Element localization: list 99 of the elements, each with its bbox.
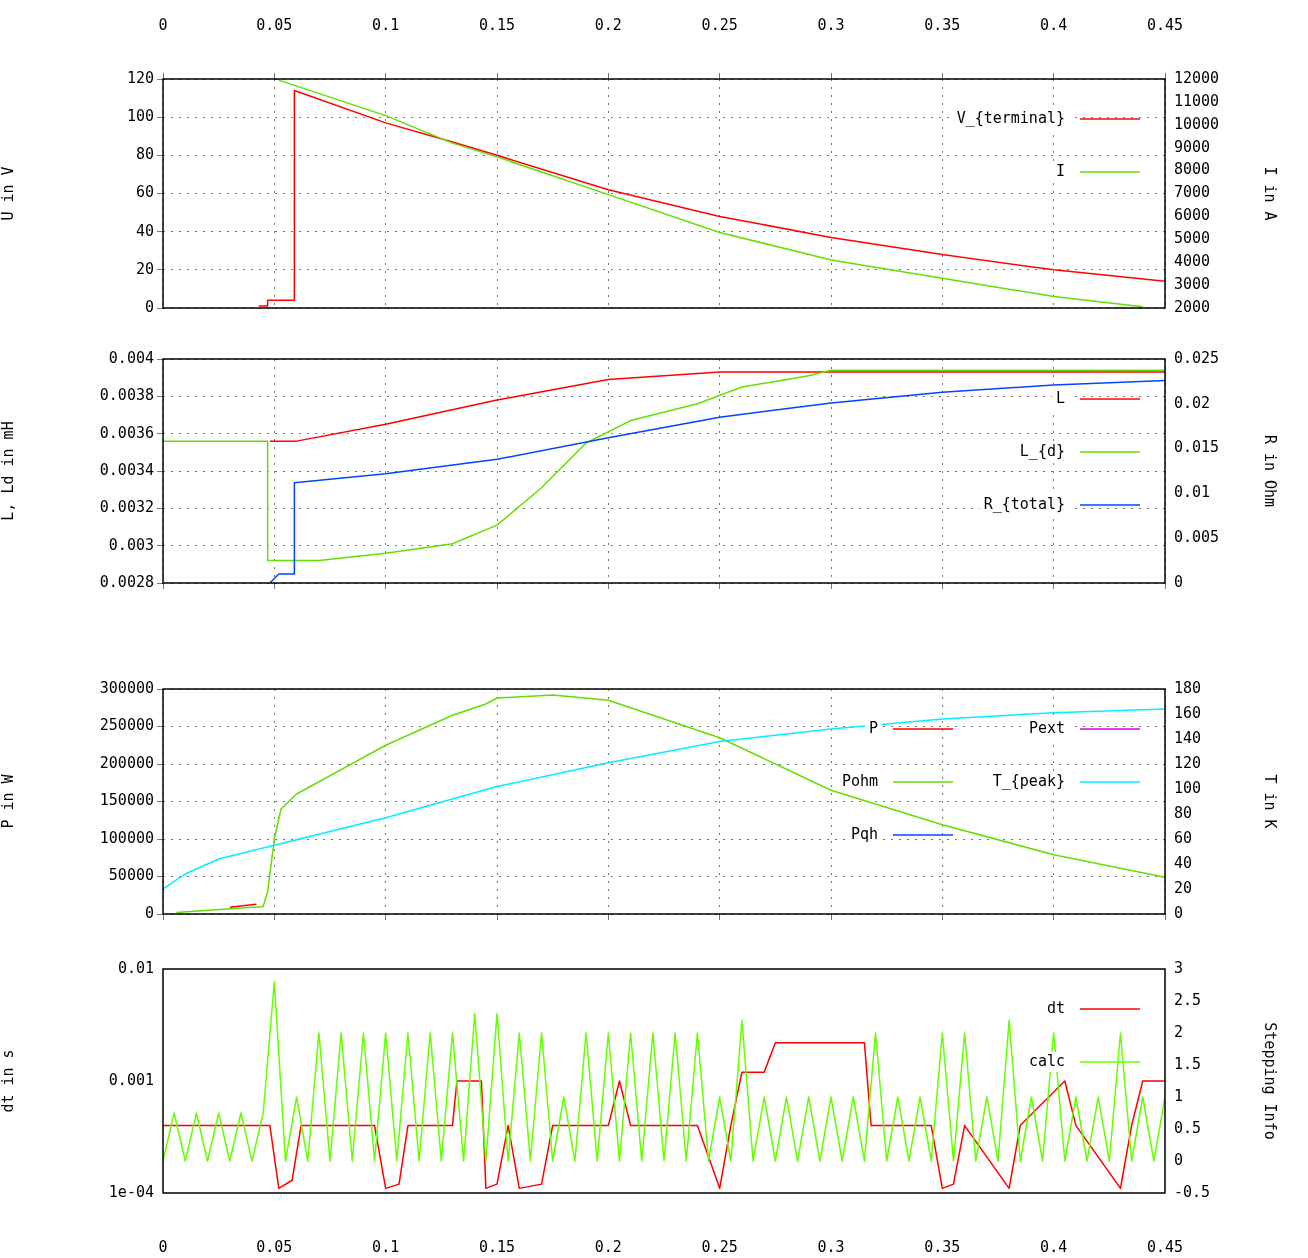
y2-axis-title: I in A <box>1261 166 1280 221</box>
y2-tick-label: 1.5 <box>1174 1054 1202 1073</box>
y-axis-title: U in V <box>0 166 17 221</box>
y2-tick-label: 0.015 <box>1174 438 1220 457</box>
y-tick-label: 200000 <box>99 753 154 772</box>
y-tick-label: 0.0034 <box>99 460 154 479</box>
y2-tick-label: 0 <box>1174 1150 1184 1169</box>
x-tick-label: 0.1 <box>372 1237 400 1256</box>
y-tick-label: 150000 <box>99 791 154 810</box>
x-tick-label: 0.05 <box>256 15 293 34</box>
x-tick-label: 0.4 <box>1040 15 1068 34</box>
x-tick-label: 0.05 <box>256 1237 293 1256</box>
y2-tick-label: 6000 <box>1174 206 1211 225</box>
y2-tick-label: 0 <box>1174 903 1184 922</box>
y-tick-label: 0.0038 <box>99 386 154 405</box>
x-tick-label: 0.25 <box>701 15 738 34</box>
legend-label: T_{peak} <box>992 771 1065 790</box>
y2-tick-label: 0.025 <box>1174 348 1220 367</box>
y2-axis-title: R in Ohm <box>1261 434 1280 508</box>
y2-tick-label: 60 <box>1174 828 1193 847</box>
y-tick-label: 1e-04 <box>108 1182 154 1201</box>
x-tick-label: 0.1 <box>372 15 400 34</box>
y-tick-label: 300000 <box>99 678 154 697</box>
legend-label: V_{terminal} <box>956 108 1065 127</box>
y2-tick-label: -0.5 <box>1174 1182 1211 1201</box>
x-tick-label: 0 <box>158 1237 168 1256</box>
y2-tick-label: 7000 <box>1174 183 1211 202</box>
x-tick-label: 0.2 <box>594 1237 622 1256</box>
y-tick-label: 0.0036 <box>99 423 154 442</box>
y2-tick-label: 0.5 <box>1174 1118 1202 1137</box>
x-tick-label: 0.35 <box>924 1237 961 1256</box>
y2-tick-label: 5000 <box>1174 229 1211 248</box>
y2-tick-label: 11000 <box>1174 91 1220 110</box>
legend-label: Pext <box>1028 718 1065 737</box>
legend-label: P <box>868 718 878 737</box>
y2-tick-label: 140 <box>1174 728 1202 747</box>
y2-tick-label: 0 <box>1174 572 1184 591</box>
x-tick-label: 0.15 <box>478 1237 516 1256</box>
y-tick-label: 0.003 <box>108 535 154 554</box>
x-tick-label: 0.45 <box>1146 15 1184 34</box>
x-tick-label: 0 <box>158 15 168 34</box>
y2-axis-title: Stepping Info <box>1261 1022 1280 1140</box>
y2-tick-label: 9000 <box>1174 137 1211 156</box>
x-tick-label: 0.4 <box>1040 1237 1068 1256</box>
y2-tick-label: 120 <box>1174 753 1202 772</box>
y2-tick-label: 8000 <box>1174 160 1211 179</box>
y-tick-label: 0 <box>144 297 154 316</box>
y2-tick-label: 80 <box>1174 803 1193 822</box>
legend-label: Pohm <box>841 771 878 790</box>
y2-tick-label: 180 <box>1174 678 1202 697</box>
y-tick-label: 0.004 <box>108 348 154 367</box>
y2-tick-label: 10000 <box>1174 114 1220 133</box>
legend-label: L <box>1055 388 1065 407</box>
y2-tick-label: 40 <box>1174 853 1193 872</box>
y2-tick-label: 100 <box>1174 778 1202 797</box>
x-tick-label: 0.3 <box>817 1237 845 1256</box>
y-tick-label: 250000 <box>99 716 154 735</box>
y-tick-label: 80 <box>135 145 154 164</box>
y2-tick-label: 160 <box>1174 703 1202 722</box>
y2-tick-label: 2000 <box>1174 297 1211 316</box>
legend-label: calc <box>1028 1051 1065 1070</box>
x-tick-label: 0.2 <box>594 15 622 34</box>
y2-tick-label: 2.5 <box>1174 990 1202 1009</box>
y-axis-title: dt in s <box>0 1049 17 1113</box>
y2-tick-label: 0.01 <box>1174 483 1211 502</box>
x-tick-label: 0.15 <box>478 15 516 34</box>
y2-axis-title: T in K <box>1261 774 1280 829</box>
y2-tick-label: 3 <box>1174 958 1184 977</box>
x-tick-label: 0.3 <box>817 15 845 34</box>
y-tick-label: 0.0032 <box>99 498 154 517</box>
y-tick-label: 60 <box>135 183 154 202</box>
legend-label: I <box>1055 161 1065 180</box>
y2-tick-label: 0.005 <box>1174 528 1220 547</box>
y-tick-label: 20 <box>135 259 154 278</box>
y-tick-label: 50000 <box>108 866 154 885</box>
legend-label: L_{d} <box>1019 441 1065 460</box>
x-tick-label: 0.35 <box>924 15 961 34</box>
y2-tick-label: 1 <box>1174 1086 1184 1105</box>
y-tick-label: 120 <box>126 68 154 87</box>
legend-label: Pqh <box>850 824 878 843</box>
y-tick-label: 0.001 <box>108 1070 154 1089</box>
y2-tick-label: 12000 <box>1174 68 1220 87</box>
y2-tick-label: 4000 <box>1174 252 1211 271</box>
y-tick-label: 0.01 <box>117 958 154 977</box>
x-tick-label: 0.25 <box>701 1237 738 1256</box>
y-tick-label: 0 <box>144 903 154 922</box>
y-tick-label: 40 <box>135 221 154 240</box>
y-tick-label: 100 <box>126 107 154 126</box>
y-tick-label: 100000 <box>99 828 154 847</box>
y2-tick-label: 2 <box>1174 1022 1184 1041</box>
y2-tick-label: 20 <box>1174 878 1193 897</box>
y-axis-title: L, Ld in mH <box>0 421 17 521</box>
y2-tick-label: 3000 <box>1174 274 1211 293</box>
legend-label: R_{total} <box>983 494 1065 513</box>
y-tick-label: 0.0028 <box>99 572 154 591</box>
legend-label: dt <box>1046 998 1065 1017</box>
x-tick-label: 0.45 <box>1146 1237 1184 1256</box>
y-axis-title: P in W <box>0 773 17 829</box>
y2-tick-label: 0.02 <box>1174 393 1211 412</box>
